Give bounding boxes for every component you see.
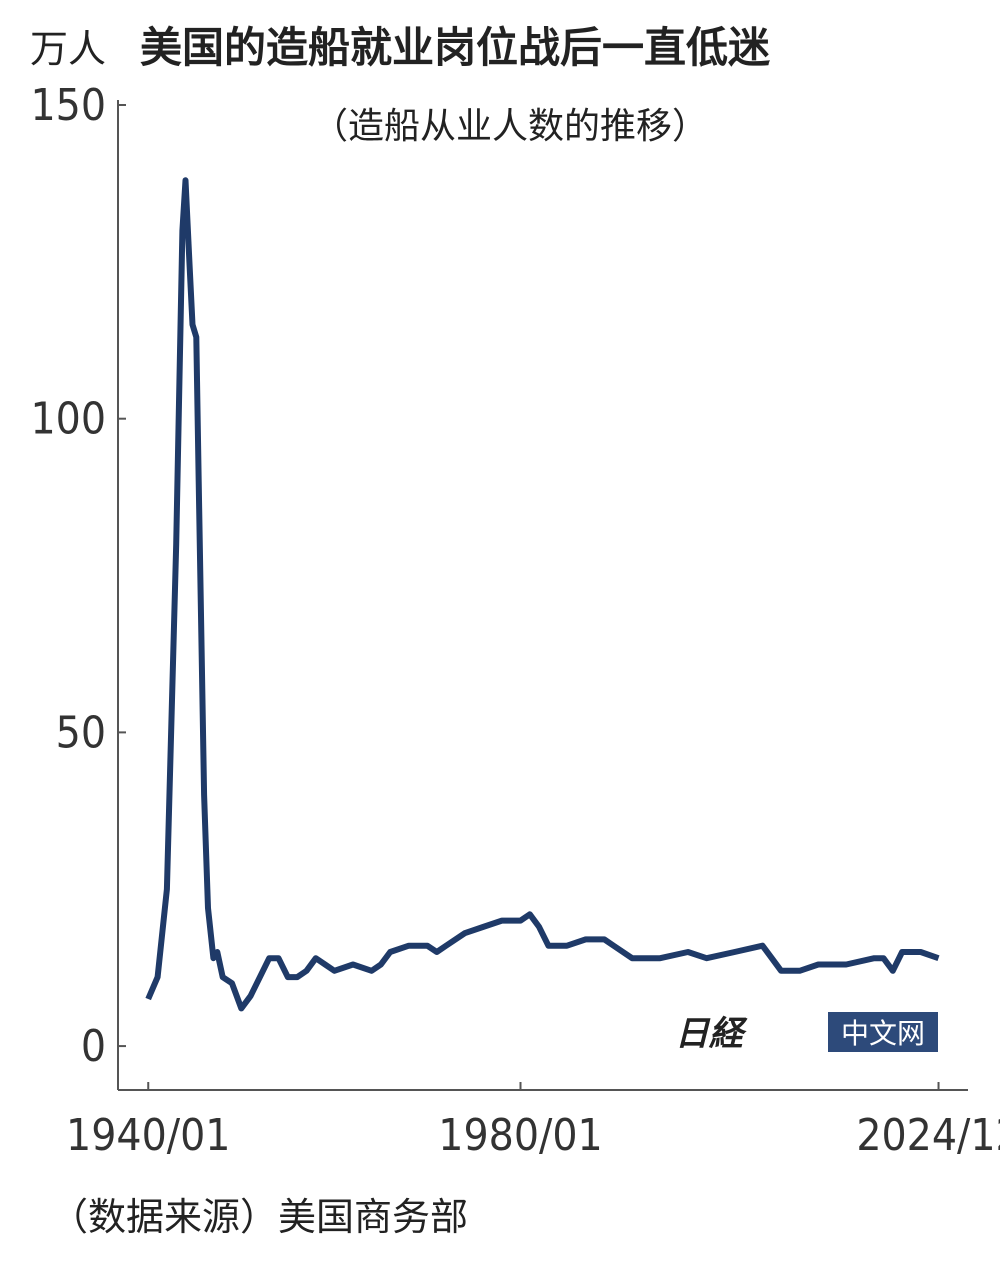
y-tick-label: 150 xyxy=(30,80,106,131)
y-tick-label: 100 xyxy=(30,394,106,445)
chart-title: 美国的造船就业岗位战后一直低迷 xyxy=(140,23,771,72)
line-series xyxy=(145,177,940,1012)
watermark-logo: 日経 xyxy=(675,1014,748,1054)
x-tick-label: 1980/01 xyxy=(438,1110,602,1161)
y-tick-label: 50 xyxy=(56,707,106,758)
chart-subtitle: （造船从业人数的推移） xyxy=(312,106,708,147)
source: （数据来源）美国商务部 xyxy=(50,1195,468,1239)
y-tick-label: 0 xyxy=(81,1021,106,1072)
watermark-box xyxy=(828,1012,938,1052)
watermark-text: 中文网 xyxy=(841,1017,925,1050)
x-tick-label: 1940/01 xyxy=(66,1110,230,1161)
y-unit: 万人 xyxy=(30,27,106,71)
x-tick-label: 2024/12 xyxy=(856,1110,1000,1161)
